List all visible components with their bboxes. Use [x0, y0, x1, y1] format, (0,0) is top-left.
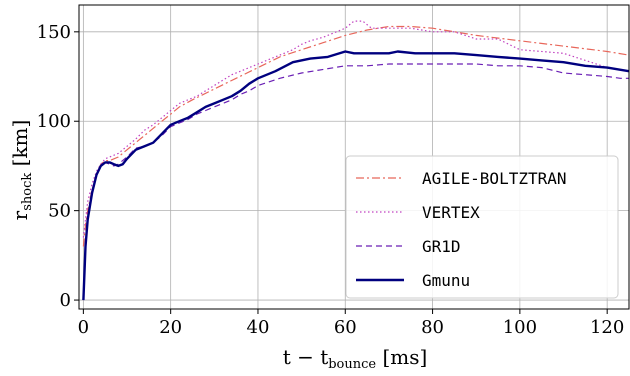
series-lines — [82, 20, 629, 301]
x-tick-label: 20 — [159, 317, 182, 338]
legend-label: VERTEX — [422, 203, 480, 222]
y-axis-label-sub: shock — [20, 173, 35, 211]
y-tick-label: 0 — [60, 290, 71, 311]
x-axis-label-unit: [ms] — [376, 345, 427, 369]
x-axis-label-sub: bounce — [328, 357, 376, 372]
y-tick-label: 150 — [37, 22, 71, 43]
y-axis-label-main: r — [8, 210, 32, 220]
x-axis-label: t − tbounce [ms] — [283, 345, 428, 372]
x-tick-label: 80 — [421, 317, 444, 338]
y-axis-label: rshock [km] — [8, 120, 35, 221]
series-line-gmunu — [82, 50, 629, 301]
axis-ticks: 0 20 40 60 80 100 120 0 50 100 150 — [37, 22, 625, 338]
legend-box — [345, 155, 619, 299]
legend-label: GR1D — [422, 237, 461, 256]
x-tick-label: 120 — [590, 317, 624, 338]
x-tick-label: 0 — [78, 317, 89, 338]
x-tick-label: 40 — [247, 317, 270, 338]
x-axis-label-main: t − t — [283, 345, 329, 369]
y-tick-label: 50 — [48, 201, 71, 222]
y-tick-label: 100 — [37, 111, 71, 132]
legend-items: AGILE-BOLTZTRAN VERTEX GR1D Gmunu — [356, 169, 567, 290]
x-tick-label: 100 — [503, 317, 537, 338]
legend-label: AGILE-BOLTZTRAN — [422, 169, 567, 188]
plot-frame — [78, 4, 630, 310]
series-line-gr1d — [82, 63, 629, 301]
y-axis-label-unit: [km] — [8, 120, 32, 173]
legend: AGILE-BOLTZTRAN VERTEX GR1D Gmunu — [345, 155, 619, 299]
legend-label: Gmunu — [422, 271, 470, 290]
x-tick-label: 60 — [334, 317, 357, 338]
